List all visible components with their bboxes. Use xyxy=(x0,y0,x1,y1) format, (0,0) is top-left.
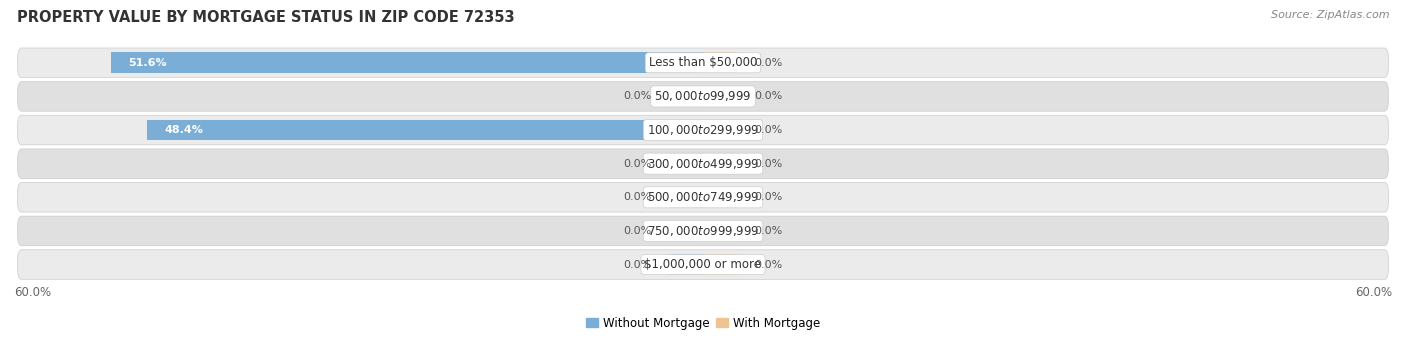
Text: 0.0%: 0.0% xyxy=(623,159,651,169)
Text: 48.4%: 48.4% xyxy=(165,125,204,135)
Text: Source: ZipAtlas.com: Source: ZipAtlas.com xyxy=(1271,10,1389,20)
Bar xyxy=(669,86,703,107)
Text: Less than $50,000: Less than $50,000 xyxy=(648,56,758,69)
Text: 60.0%: 60.0% xyxy=(14,286,51,299)
Text: 0.0%: 0.0% xyxy=(755,159,783,169)
Text: $500,000 to $749,999: $500,000 to $749,999 xyxy=(647,190,759,204)
Bar xyxy=(669,221,703,241)
Bar xyxy=(703,86,738,107)
Text: 51.6%: 51.6% xyxy=(128,58,166,68)
Bar xyxy=(703,254,738,275)
FancyBboxPatch shape xyxy=(17,250,1389,279)
Text: 0.0%: 0.0% xyxy=(623,260,651,270)
Text: $300,000 to $499,999: $300,000 to $499,999 xyxy=(647,157,759,171)
Text: $50,000 to $99,999: $50,000 to $99,999 xyxy=(654,89,752,103)
Text: $1,000,000 or more: $1,000,000 or more xyxy=(644,258,762,271)
Text: 0.0%: 0.0% xyxy=(623,91,651,101)
Text: 0.0%: 0.0% xyxy=(755,125,783,135)
Legend: Without Mortgage, With Mortgage: Without Mortgage, With Mortgage xyxy=(581,312,825,335)
Text: 0.0%: 0.0% xyxy=(755,260,783,270)
FancyBboxPatch shape xyxy=(17,48,1389,78)
Bar xyxy=(669,153,703,174)
Text: 60.0%: 60.0% xyxy=(1355,286,1392,299)
Text: 0.0%: 0.0% xyxy=(755,226,783,236)
Text: 0.0%: 0.0% xyxy=(755,91,783,101)
Bar xyxy=(111,53,703,73)
Text: $100,000 to $299,999: $100,000 to $299,999 xyxy=(647,123,759,137)
Text: 0.0%: 0.0% xyxy=(755,58,783,68)
Bar xyxy=(669,254,703,275)
FancyBboxPatch shape xyxy=(17,149,1389,178)
Bar xyxy=(703,120,738,140)
Bar xyxy=(669,187,703,208)
FancyBboxPatch shape xyxy=(17,115,1389,145)
Bar xyxy=(703,187,738,208)
Text: PROPERTY VALUE BY MORTGAGE STATUS IN ZIP CODE 72353: PROPERTY VALUE BY MORTGAGE STATUS IN ZIP… xyxy=(17,10,515,25)
Text: 0.0%: 0.0% xyxy=(623,192,651,202)
FancyBboxPatch shape xyxy=(17,216,1389,246)
Bar xyxy=(703,53,738,73)
Text: 0.0%: 0.0% xyxy=(623,226,651,236)
Bar xyxy=(703,221,738,241)
FancyBboxPatch shape xyxy=(17,182,1389,212)
Bar xyxy=(148,120,703,140)
Text: $750,000 to $999,999: $750,000 to $999,999 xyxy=(647,224,759,238)
FancyBboxPatch shape xyxy=(17,81,1389,111)
Bar xyxy=(703,153,738,174)
Text: 0.0%: 0.0% xyxy=(755,192,783,202)
